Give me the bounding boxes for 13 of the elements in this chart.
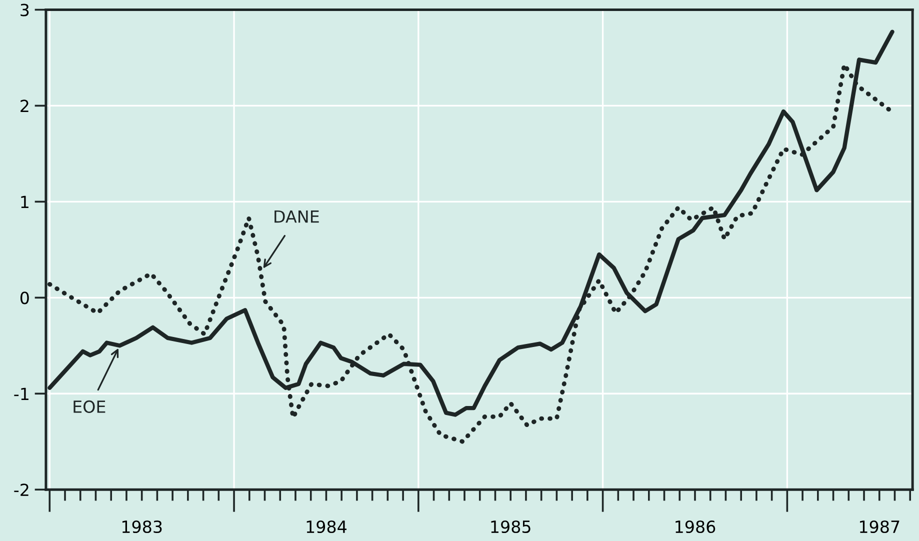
- annotation: DANE: [274, 210, 319, 223]
- y-tick-label: -1: [14, 388, 28, 400]
- x-tick-label: 1985: [491, 520, 530, 534]
- y-tick-label: 2: [20, 100, 28, 112]
- y-tick-label: 1: [21, 196, 28, 208]
- y-tick-label: 3: [20, 4, 29, 16]
- x-tick-label: 1984: [306, 520, 346, 534]
- y-tick-label: -2: [14, 484, 28, 496]
- y-tick-label: 0: [20, 292, 29, 304]
- annotation: EOE: [74, 400, 106, 413]
- x-tick-label: 1987: [860, 520, 900, 534]
- x-tick-label: 1983: [122, 520, 162, 534]
- x-tick-label: 1986: [676, 520, 716, 534]
